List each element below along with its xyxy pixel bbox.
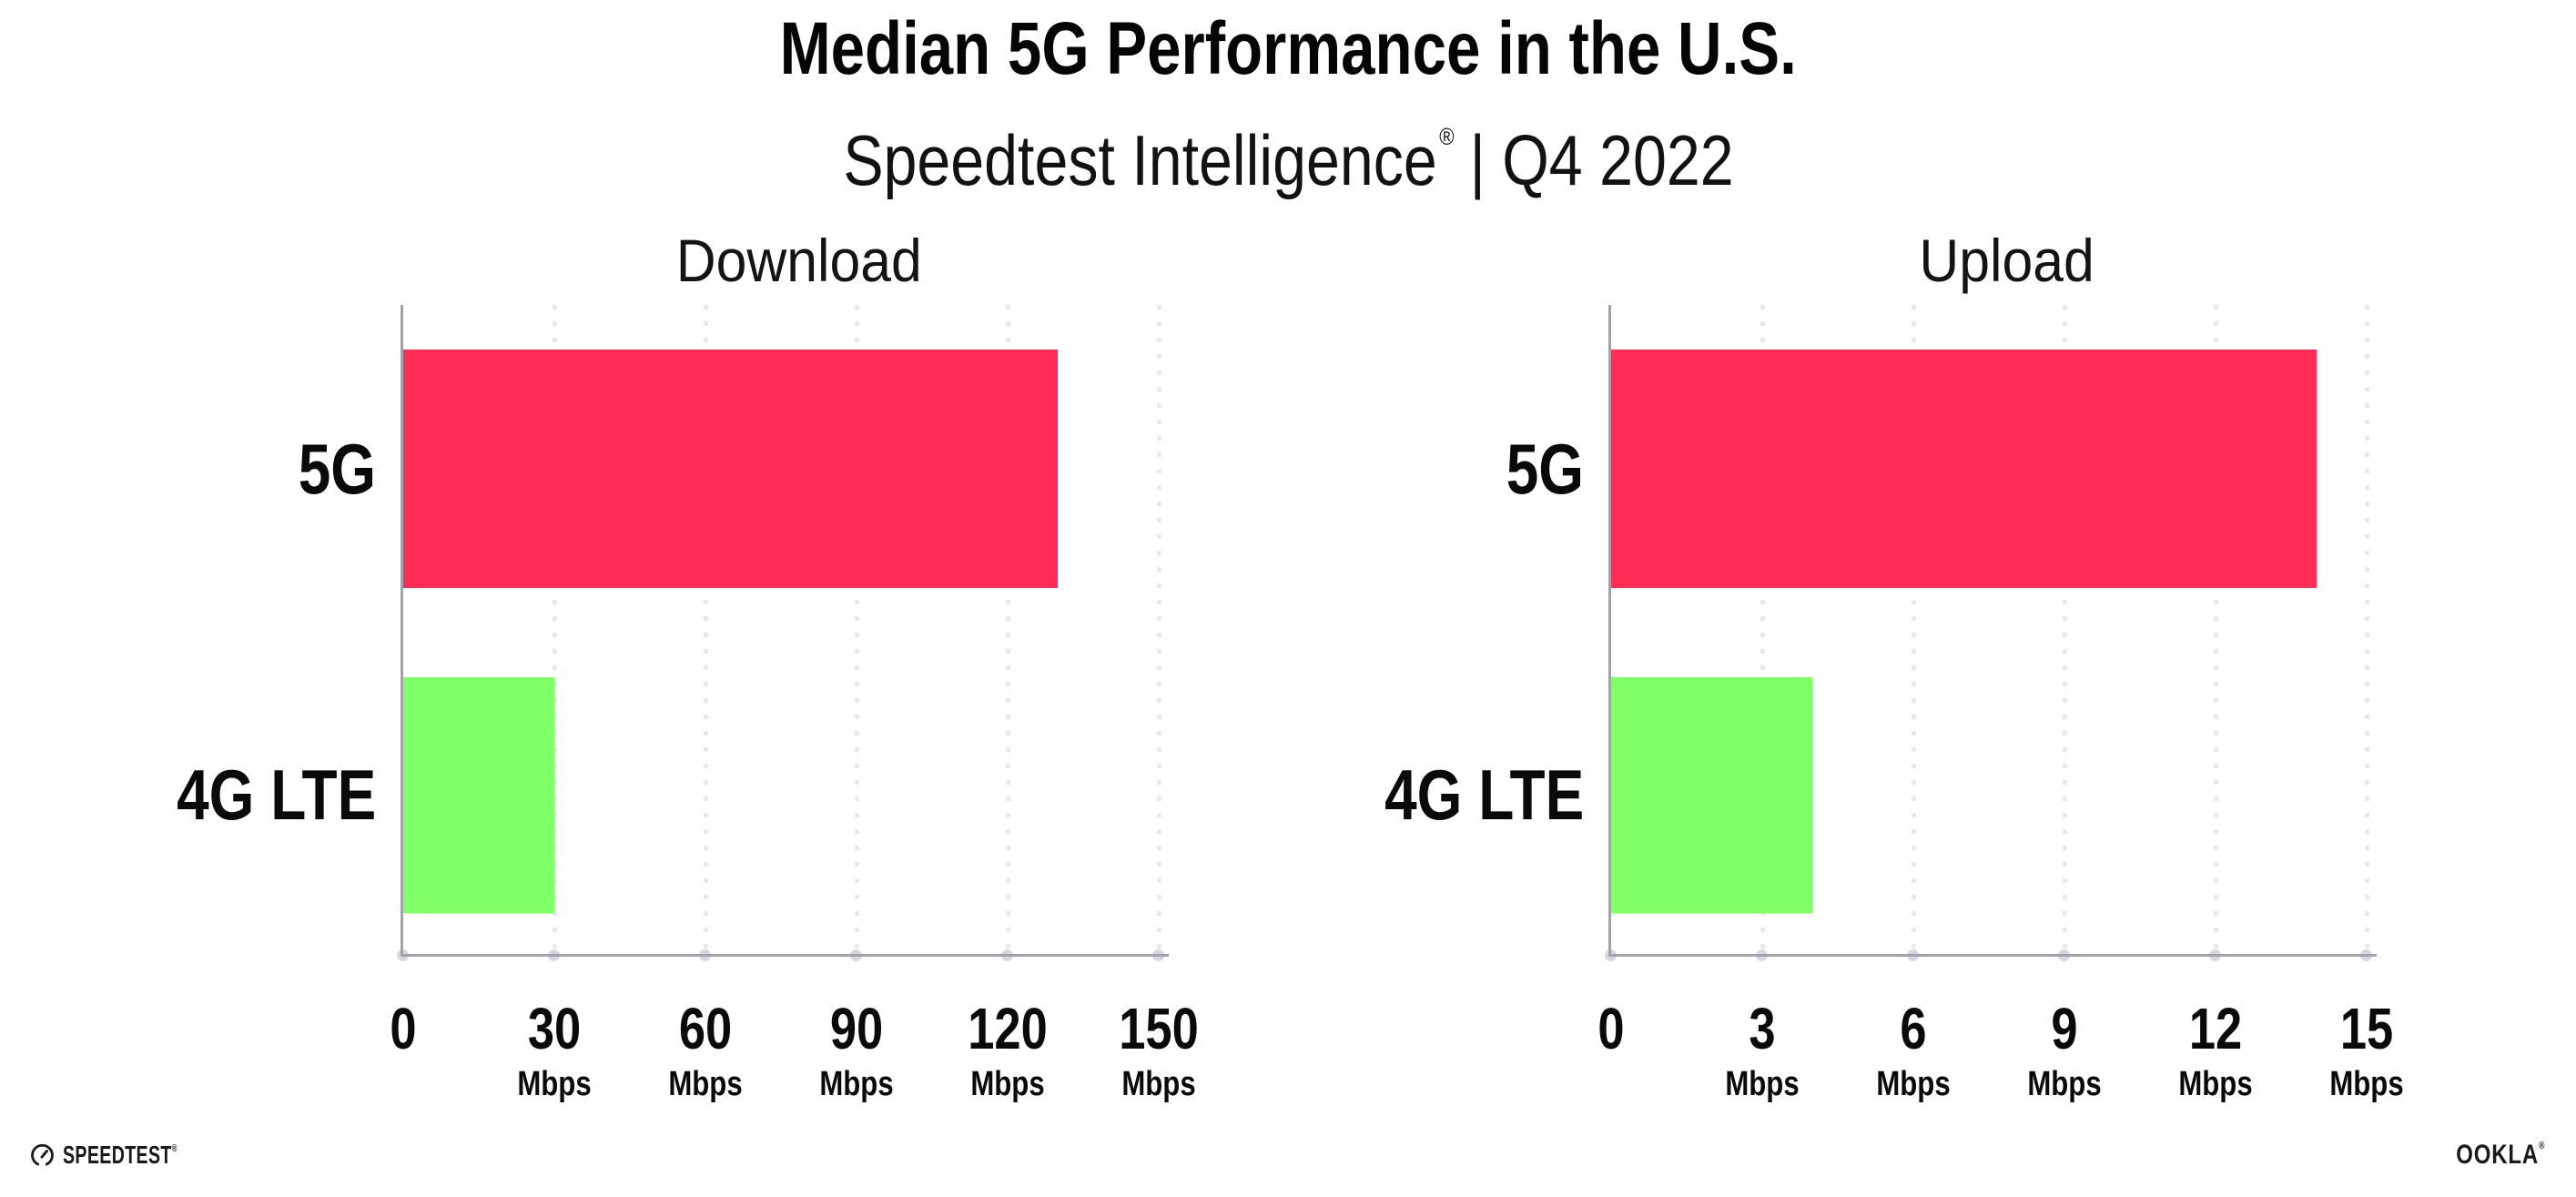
- category-label-5g: 5G: [1506, 429, 1584, 509]
- gridline: [1157, 305, 1161, 954]
- category-label-4g-lte: 4G LTE: [1384, 755, 1584, 835]
- ookla-registered-mark: ®: [2538, 1141, 2544, 1151]
- bar-download-4g-lte: [403, 677, 554, 913]
- registered-mark: ®: [1438, 123, 1455, 150]
- x-tick-label: 6 Mbps: [1876, 996, 1951, 1103]
- upload-chart-panel: Upload 5G 4G LTE 0 3 Mbps 6 Mbps 9 Mbps 12 M…: [1208, 0, 2404, 1197]
- speedtest-gauge-icon: [31, 1143, 54, 1165]
- x-tick-label: 9 Mbps: [2027, 996, 2102, 1103]
- unit-label: Mbps: [819, 1065, 894, 1103]
- ookla-logo: OOKLA®: [2434, 1140, 2544, 1171]
- category-label-5g: 5G: [298, 429, 376, 509]
- gridline: [553, 305, 557, 954]
- download-chart-panel: Download 5G 4G LTE 0 30 Mbps 60 Mbps 90 Mbp…: [0, 0, 1199, 1197]
- gridline: [855, 305, 859, 954]
- unit-label: Mbps: [2329, 1065, 2404, 1103]
- download-chart-title: Download: [675, 227, 923, 294]
- x-tick-label: 60 Mbps: [668, 996, 743, 1103]
- page-title-text: Median 5G Performance in the U.S.: [779, 7, 1797, 90]
- bar-download-5g: [403, 350, 1059, 588]
- x-tick-label: 0: [1597, 996, 1625, 1061]
- unit-label: Mbps: [1121, 1065, 1196, 1103]
- speedtest-logo: SPEEDTEST®: [30, 1140, 226, 1171]
- gridline: [2063, 305, 2067, 954]
- bar-upload-4g-lte: [1611, 677, 1813, 913]
- unit-label: Mbps: [517, 1065, 592, 1103]
- x-tick-label: 15 Mbps: [2329, 996, 2404, 1103]
- x-axis-line: [401, 954, 1169, 957]
- unit-label: Mbps: [970, 1065, 1045, 1103]
- x-tick-label: 3 Mbps: [1725, 996, 1800, 1103]
- x-axis-line: [1608, 954, 2377, 957]
- upload-chart-title: Upload: [1919, 227, 2095, 294]
- page-title: Median 5G Performance in the U.S.: [0, 7, 2576, 91]
- x-tick-label: 12 Mbps: [2178, 996, 2253, 1103]
- x-tick-label: 30 Mbps: [517, 996, 592, 1103]
- y-axis-line: [401, 305, 403, 957]
- category-label-4g-lte: 4G LTE: [176, 755, 376, 835]
- y-axis-line: [1608, 305, 1611, 957]
- ookla-wordmark: OOKLA: [2455, 1140, 2539, 1170]
- unit-label: Mbps: [1725, 1065, 1800, 1103]
- page-subtitle: Speedtest Intelligence® | Q4 2022: [0, 95, 2576, 202]
- speedtest-wordmark: SPEEDTEST®: [63, 1141, 177, 1169]
- speedtest-registered-mark: ®: [171, 1143, 177, 1154]
- gridline: [2214, 305, 2218, 954]
- x-tick-label: 150 Mbps: [1119, 996, 1199, 1103]
- bar-upload-5g: [1611, 350, 2317, 588]
- subtitle-period: | Q4 2022: [1469, 120, 1734, 200]
- unit-label: Mbps: [2178, 1065, 2253, 1103]
- unit-label: Mbps: [668, 1065, 743, 1103]
- download-plot-area: [397, 305, 1169, 961]
- gridline: [2365, 305, 2369, 954]
- x-tick-label: 120 Mbps: [968, 996, 1048, 1103]
- x-tick-label: 90 Mbps: [819, 996, 894, 1103]
- unit-label: Mbps: [2027, 1065, 2102, 1103]
- x-tick-label: 0: [390, 996, 417, 1061]
- upload-plot-area: [1605, 305, 2377, 961]
- subtitle-brand: Speedtest Intelligence: [842, 120, 1437, 200]
- unit-label: Mbps: [1876, 1065, 1951, 1103]
- gridline: [1912, 305, 1916, 954]
- gridline: [704, 305, 708, 954]
- gridline: [1760, 305, 1765, 954]
- gridline: [1006, 305, 1010, 954]
